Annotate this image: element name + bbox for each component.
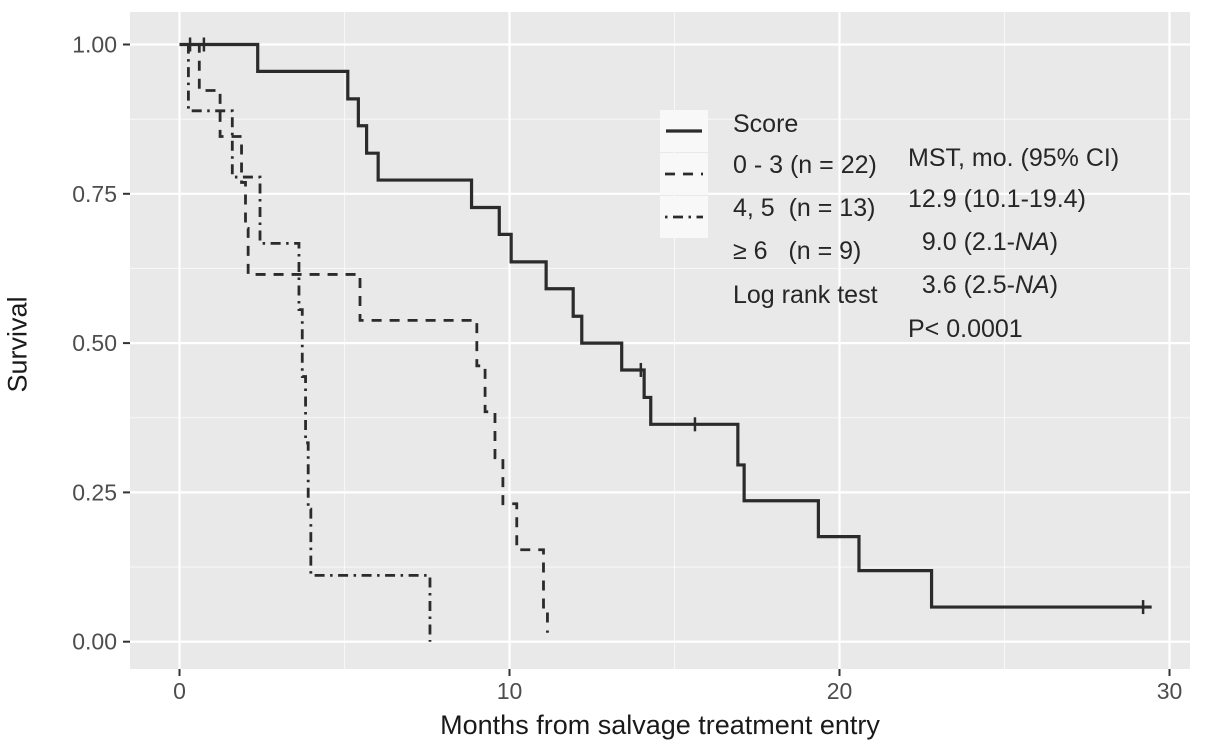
survival-curve-dashdot xyxy=(179,43,432,642)
x-tick-label: 10 xyxy=(497,678,523,704)
dashed-line-key-icon xyxy=(665,172,703,176)
y-tick-label: 0.00 xyxy=(72,629,117,655)
x-tick-label: 20 xyxy=(827,678,853,704)
y-tick-label: 0.25 xyxy=(72,479,117,505)
legend-label-score-4-5: 4, 5 (n = 13) xyxy=(733,194,876,222)
legend-header: Score MST, mo. (95% CI) xyxy=(655,73,1119,172)
legend-label-score-ge-6: ≥ 6 (n = 9) xyxy=(733,237,862,265)
legend-value-score-ge-6: 3.6 (2.5- xyxy=(908,271,1015,299)
legend-key-dashdot xyxy=(660,196,708,238)
y-axis-title: Survival xyxy=(2,296,33,393)
x-tick-label: 0 xyxy=(173,678,186,704)
y-tick-label: 1.00 xyxy=(72,32,117,58)
log-rank-p-value: P< 0.0001 xyxy=(908,315,1023,343)
legend-header-score: Score xyxy=(733,110,799,138)
x-axis-title: Months from salvage treatment entry xyxy=(440,710,880,740)
x-tick-label: 30 xyxy=(1157,678,1183,704)
legend-key-dashed xyxy=(660,153,708,195)
legend-label-score-0-3: 0 - 3 (n = 22) xyxy=(733,151,877,179)
log-rank-label: Log rank test xyxy=(733,281,878,309)
legend-row-score-0-3: 0 - 3 (n = 22) 12.9 (10.1-19.4) xyxy=(655,114,1086,213)
legend-key-solid xyxy=(660,110,708,152)
y-tick-label: 0.75 xyxy=(72,181,117,207)
legend-row-score-4-5: 4, 5 (n = 13) 9.0 (2.1-NA) xyxy=(655,157,1058,256)
y-tick-label: 0.50 xyxy=(72,330,117,356)
legend-header-mst: MST, mo. (95% CI) xyxy=(908,144,1120,172)
solid-line-key-icon xyxy=(666,129,702,133)
legend-footer-log-rank: Log rank test P< 0.0001 xyxy=(655,244,1023,343)
legend-row-score-ge-6: ≥ 6 (n = 9) 3.6 (2.5-NA) xyxy=(655,200,1058,299)
dashdot-line-key-icon xyxy=(665,215,703,219)
legend-value-score-4-5: 9.0 (2.1- xyxy=(908,228,1015,256)
survival-curve-solid xyxy=(179,42,1152,609)
legend-value-score-0-3: 12.9 (10.1-19.4) xyxy=(908,185,1086,213)
